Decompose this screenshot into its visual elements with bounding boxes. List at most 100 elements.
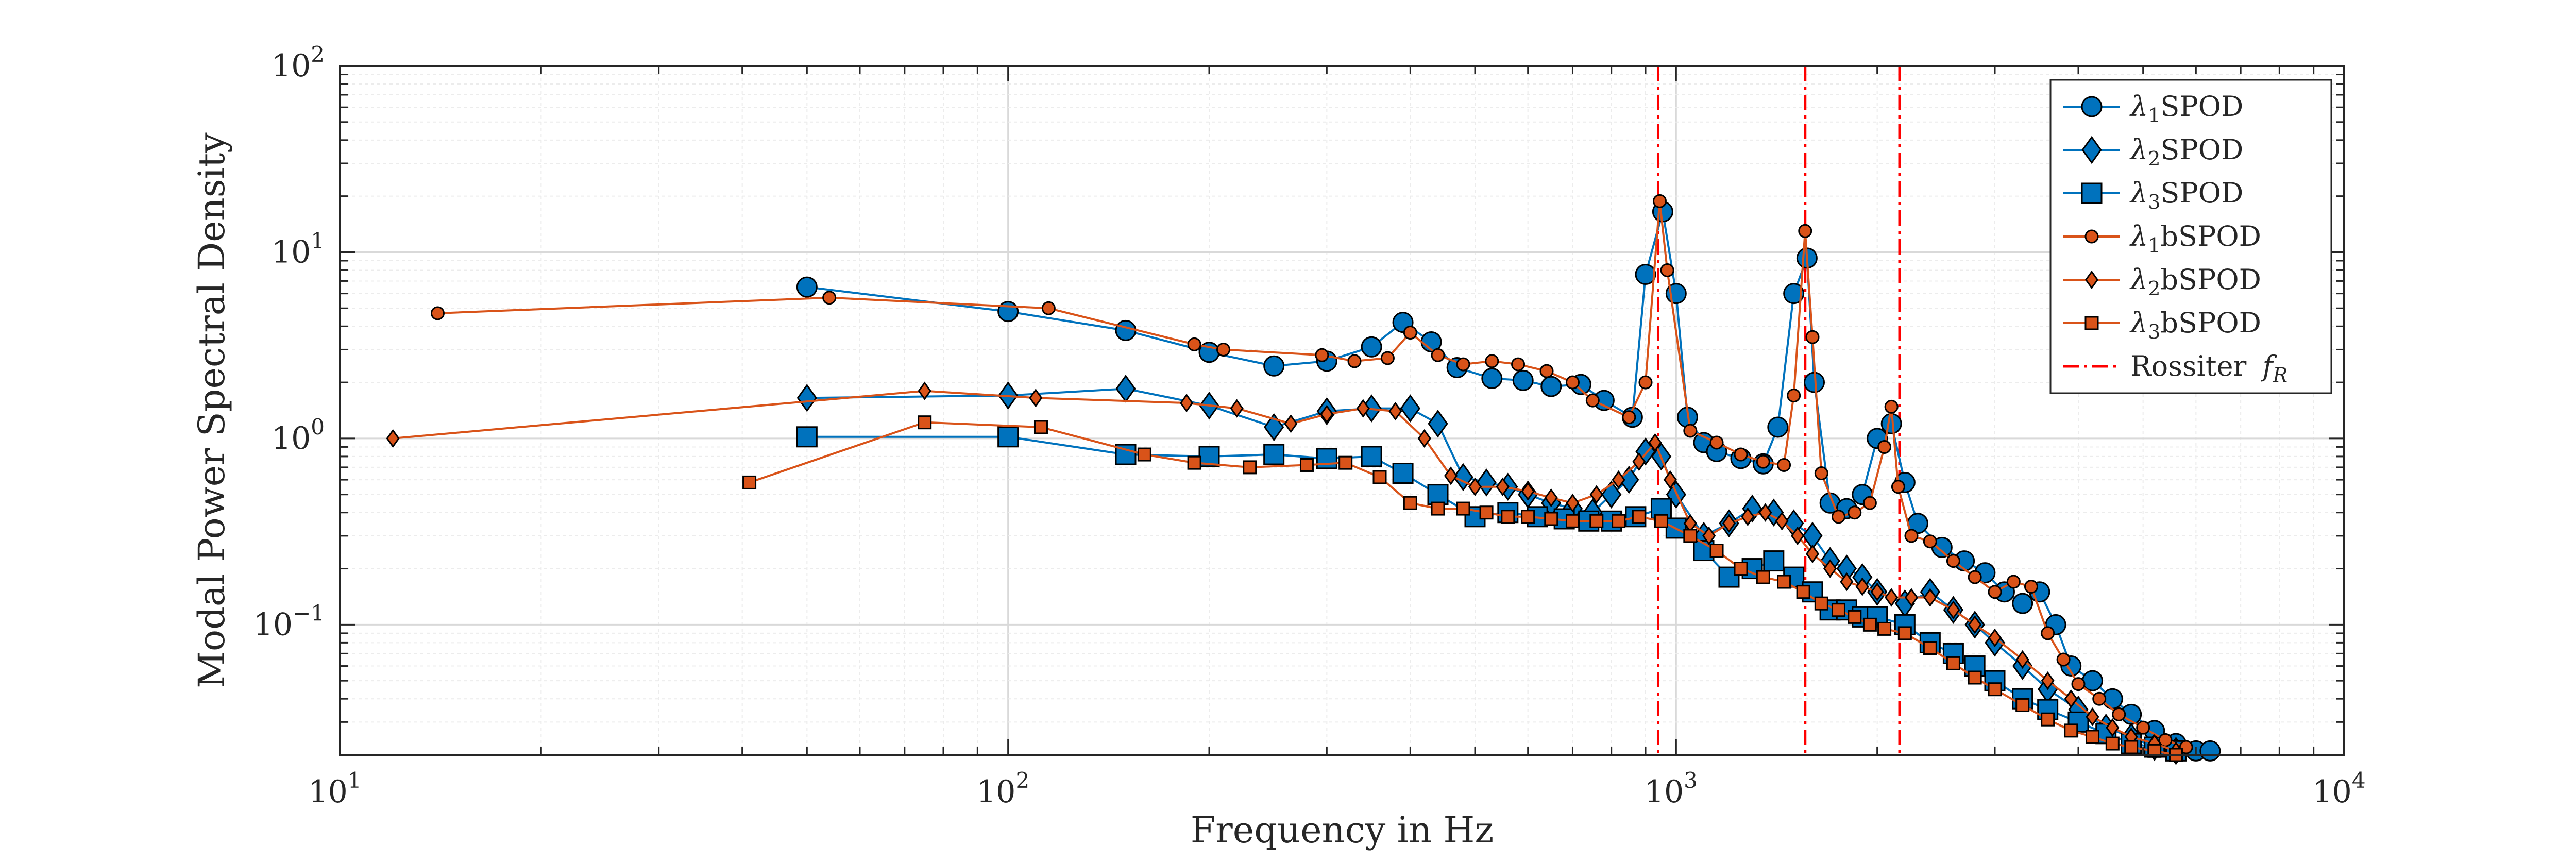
data-point <box>1988 628 2002 648</box>
legend-lambda: λ <box>2129 177 2148 209</box>
legend-item[interactable]: λ2bSPOD <box>2063 263 2261 300</box>
data-point <box>1968 570 1982 584</box>
data-point <box>1923 641 1937 655</box>
data-point <box>1243 460 1257 475</box>
y-axis-label: Modal Power Spectral Density <box>191 132 233 688</box>
data-point <box>1734 447 1748 462</box>
tick-exponent: 3 <box>1684 768 1698 793</box>
data-point <box>1946 600 1960 619</box>
data-point <box>1756 570 1770 584</box>
data-point <box>1946 656 1960 670</box>
legend-marker <box>2084 316 2099 330</box>
data-point <box>1823 559 1837 578</box>
data-point <box>1540 376 1562 397</box>
legend-subscript: 3 <box>2148 320 2160 343</box>
data-point <box>1444 466 1458 485</box>
data-point <box>1320 404 1334 424</box>
data-point <box>1400 394 1420 423</box>
data-point <box>1787 389 1801 403</box>
data-point <box>1589 485 1603 504</box>
legend-label: λ2bSPOD <box>2129 263 2261 300</box>
data-point <box>1539 364 1554 378</box>
legend-label: λ1SPOD <box>2129 90 2243 127</box>
data-point <box>1468 477 1482 496</box>
data-point <box>1683 529 1698 543</box>
data-point <box>2024 580 2038 594</box>
legend-lambda: λ <box>2129 307 2148 339</box>
tick-base: 10 <box>2312 774 2351 810</box>
data-point <box>1041 301 1056 315</box>
legend-lambda: λ <box>2129 263 2148 296</box>
data-point <box>1403 326 1417 340</box>
data-point <box>1654 514 1668 528</box>
data-point <box>997 426 1019 448</box>
data-point <box>1316 448 1337 469</box>
data-point <box>1988 682 2002 697</box>
data-point <box>1496 477 1510 496</box>
data-point <box>1479 505 1494 520</box>
x-tick-label: 104 <box>2312 768 2365 810</box>
legend-subscript: 2 <box>2148 277 2160 300</box>
data-point <box>1904 588 1919 607</box>
data-point <box>1831 510 1845 524</box>
data-point <box>2015 698 2030 712</box>
tick-exponent: −1 <box>293 600 325 626</box>
y-tick-label: 101 <box>272 228 325 270</box>
axes-frame <box>339 65 2345 756</box>
data-point <box>1702 526 1716 546</box>
tick-base: 10 <box>253 606 293 643</box>
legend-item[interactable]: λ2SPOD <box>2063 133 2243 170</box>
tick-base: 10 <box>1645 774 1684 810</box>
legend-lambda: λ <box>2129 133 2148 166</box>
data-point <box>1968 615 1982 634</box>
data-point <box>1431 348 1445 362</box>
legend-subscript: 3 <box>2148 191 2160 213</box>
x-tick-label: 103 <box>1645 768 1698 810</box>
data-point <box>1758 503 1772 522</box>
data-point <box>2085 730 2099 744</box>
data-point <box>1798 224 1812 238</box>
legend-item[interactable]: λ3SPOD <box>2063 177 2243 213</box>
legend-subscript: 1 <box>2148 104 2160 127</box>
x-axis-label: Frequency in Hz <box>1191 809 1494 851</box>
data-point <box>1648 433 1662 452</box>
data-point <box>1885 588 1899 607</box>
legend-item-rossiter[interactable]: Rossiter fR <box>2063 350 2287 386</box>
tick-exponent: 1 <box>348 768 362 793</box>
data-point <box>1767 416 1789 438</box>
data-point <box>2064 689 2078 708</box>
data-point <box>2105 736 2120 751</box>
data-point <box>2056 652 2071 667</box>
data-point <box>1216 342 1230 357</box>
data-point <box>1361 336 1382 358</box>
data-point <box>1263 444 1285 465</box>
data-point <box>1884 399 1899 414</box>
data-point <box>1709 544 1724 558</box>
data-point <box>796 276 818 298</box>
data-point <box>1775 512 1789 531</box>
data-point <box>1946 554 1960 568</box>
data-point <box>1456 501 1470 516</box>
data-point <box>1512 369 1534 391</box>
legend-item[interactable]: λ1SPOD <box>2063 90 2243 127</box>
legend-marker <box>2081 136 2102 164</box>
legend-item[interactable]: λ1bSPOD <box>2063 220 2261 257</box>
legend-item[interactable]: λ3bSPOD <box>2063 307 2261 343</box>
data-point <box>2081 670 2103 691</box>
data-point <box>1263 355 1285 377</box>
data-point <box>1566 494 1580 513</box>
data-point <box>1968 670 1982 685</box>
series-6 <box>742 415 2183 762</box>
data-point <box>1485 354 1499 368</box>
tick-exponent: 1 <box>311 228 325 253</box>
data-point <box>1589 514 1604 528</box>
data-point <box>1891 480 1905 494</box>
data-point <box>1632 510 1646 524</box>
data-point <box>1356 399 1370 418</box>
data-point <box>1877 621 1892 636</box>
data-point <box>1481 367 1503 389</box>
data-point <box>1511 357 1526 372</box>
legend-suffix: SPOD <box>2160 133 2243 166</box>
data-point <box>1230 399 1244 418</box>
